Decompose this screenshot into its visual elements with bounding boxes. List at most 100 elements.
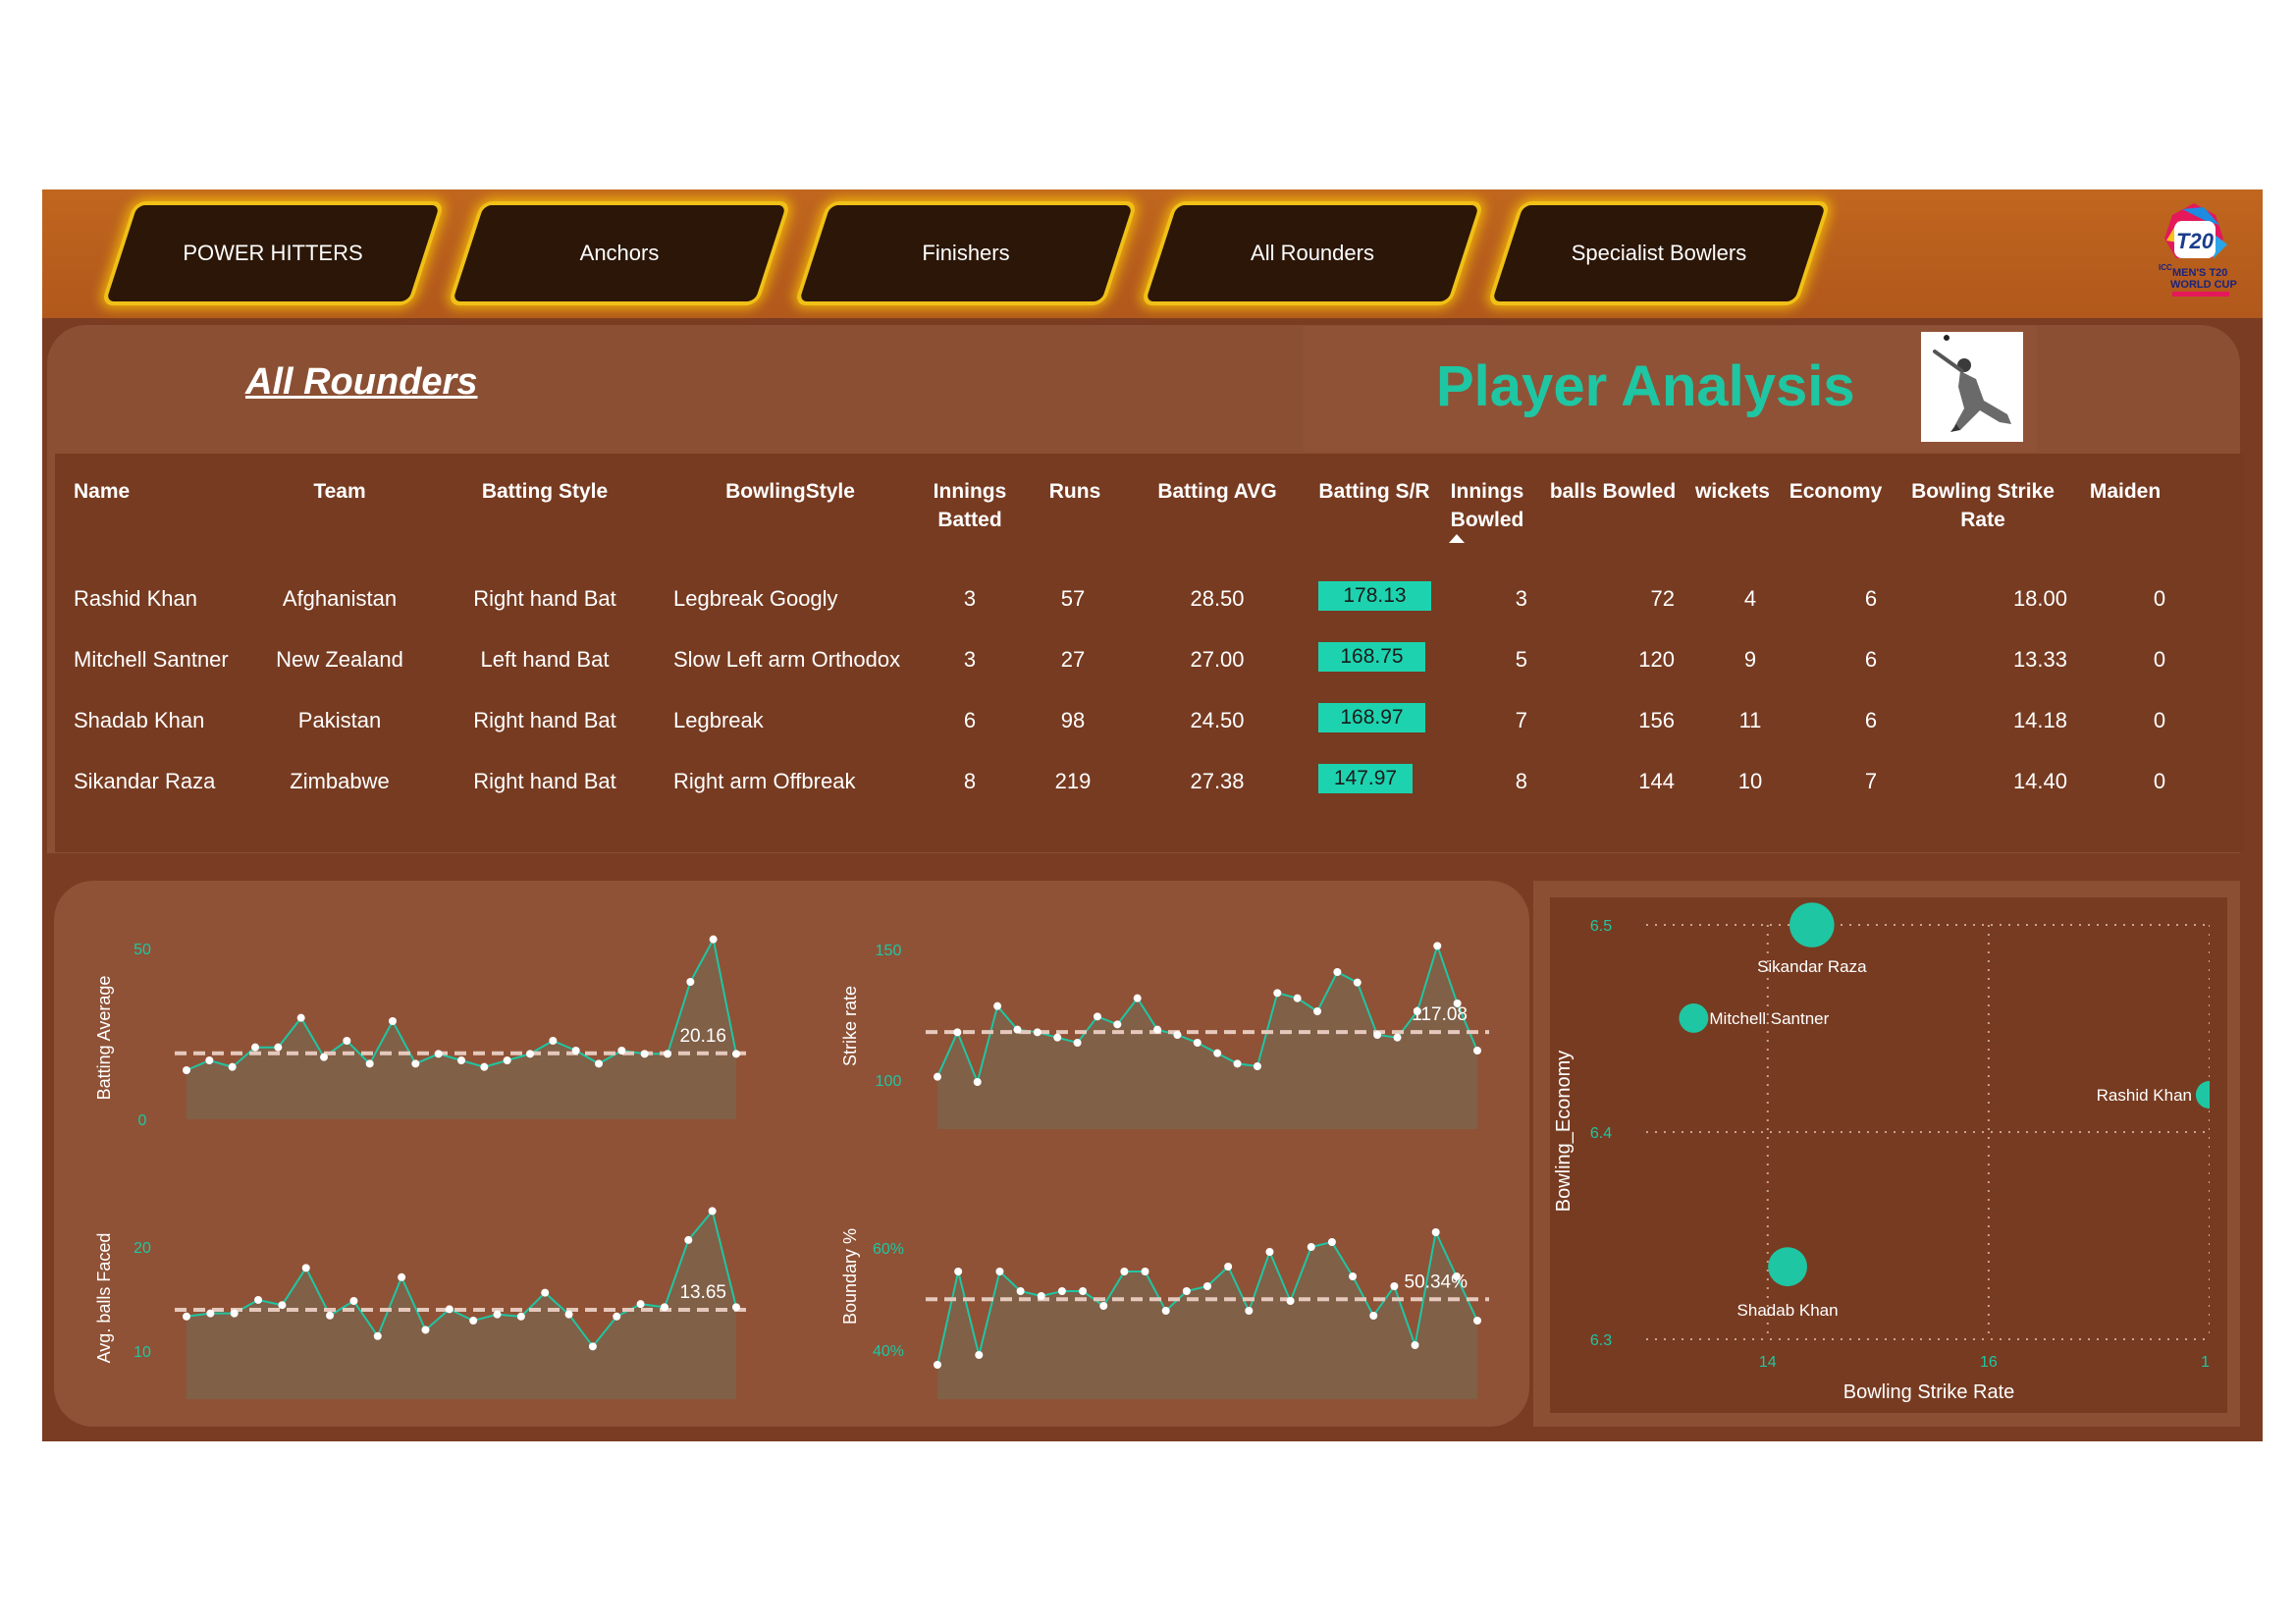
cell-runs: 219 xyxy=(1054,769,1092,793)
data-point xyxy=(1473,1317,1481,1325)
data-point xyxy=(934,1361,941,1369)
cell-batting-style: Right hand Bat xyxy=(473,586,616,611)
data-point xyxy=(1053,1033,1062,1042)
point-label: Mitchell Santner xyxy=(1709,1009,1829,1028)
data-point xyxy=(708,1207,717,1216)
col-header-name[interactable]: Name xyxy=(74,480,131,503)
series-line xyxy=(186,1209,737,1348)
cell-batting-avg: 24.50 xyxy=(1190,708,1245,732)
col-header-innings-batted[interactable]: Innings Batted xyxy=(921,477,1019,534)
cell-bowling-sr: 14.40 xyxy=(2012,769,2067,793)
data-point xyxy=(934,1072,941,1081)
col-header-bowling-sr[interactable]: Bowling Strike Rate xyxy=(1899,477,2066,534)
col-header-wickets[interactable]: wickets xyxy=(1695,480,1770,503)
cell-wickets: 10 xyxy=(1737,769,1763,793)
cell-maiden: 0 xyxy=(2153,769,2166,793)
player-table xyxy=(55,454,2244,852)
cell-innings-bowled: 5 xyxy=(1515,647,1527,672)
data-point xyxy=(1390,1282,1399,1290)
y-axis-label: Bowling_Economy xyxy=(1553,1051,1575,1213)
average-label: 13.65 xyxy=(679,1282,726,1303)
cell-runs: 98 xyxy=(1060,708,1086,732)
y-axis-label: Strike rate xyxy=(840,986,860,1066)
data-point xyxy=(205,1056,214,1064)
cell-economy: 6 xyxy=(1864,586,1878,611)
col-header-balls-bowled[interactable]: balls Bowled xyxy=(1549,480,1677,503)
cell-maiden: 0 xyxy=(2153,647,2166,672)
cell-innings-batted: 3 xyxy=(963,586,977,611)
data-point xyxy=(516,1312,525,1321)
scatter-bg xyxy=(1550,897,2227,1413)
y-tick-label: 20 xyxy=(133,1240,151,1257)
y-tick-label: 50 xyxy=(133,942,151,958)
header-line: Rate xyxy=(1960,509,2005,531)
cell-name: Sikandar Raza xyxy=(74,769,216,793)
data-point xyxy=(1373,1031,1382,1039)
col-header-batting-style[interactable]: Batting Style xyxy=(481,480,609,503)
col-header-innings-bowled[interactable]: Innings Bowled xyxy=(1443,477,1531,534)
cell-balls-bowled: 156 xyxy=(1638,708,1675,732)
y-tick-label: 6.5 xyxy=(1590,918,1612,935)
data-point xyxy=(975,1351,984,1359)
tab-anchors[interactable]: Anchors xyxy=(447,201,792,305)
col-header-runs[interactable]: Runs xyxy=(1048,480,1101,503)
header-line: Batted xyxy=(937,509,1002,531)
tab-power-hitters[interactable]: POWER HITTERS xyxy=(100,201,446,305)
col-header-batting-avg[interactable]: Batting AVG xyxy=(1157,480,1277,503)
data-point xyxy=(349,1297,358,1305)
data-point xyxy=(251,1043,259,1052)
logo-mark: T20 xyxy=(2176,229,2215,253)
data-point xyxy=(457,1056,465,1064)
cell-wickets: 4 xyxy=(1743,586,1757,611)
data-point xyxy=(636,1300,645,1309)
tab-all-rounders[interactable]: All Rounders xyxy=(1140,201,1485,305)
tab-finishers[interactable]: Finishers xyxy=(793,201,1139,305)
scatter-point xyxy=(1789,902,1835,947)
data-point xyxy=(254,1295,263,1304)
col-header-team[interactable]: Team xyxy=(313,480,366,503)
logo-badge xyxy=(2174,221,2216,258)
data-point xyxy=(183,1066,190,1074)
data-point xyxy=(1079,1287,1088,1295)
data-point xyxy=(595,1059,603,1068)
data-point xyxy=(1253,1062,1261,1070)
data-point xyxy=(709,935,718,944)
cell-innings-batted: 3 xyxy=(963,647,977,672)
balls-faced-chart: 13.65 20 10 Avg. balls Faced xyxy=(94,1207,748,1399)
data-point xyxy=(398,1272,406,1281)
scatter-point xyxy=(1679,1002,1709,1033)
data-point xyxy=(469,1317,478,1325)
data-point xyxy=(1233,1059,1242,1068)
header-line: Bowling Strike xyxy=(1911,480,2055,503)
data-point xyxy=(421,1326,430,1334)
data-point xyxy=(1353,978,1362,987)
sort-asc-icon[interactable] xyxy=(1449,534,1465,543)
tab-specialist-bowlers[interactable]: Specialist Bowlers xyxy=(1486,201,1832,305)
batsman-shoe xyxy=(1950,424,1960,432)
cell-economy: 6 xyxy=(1864,647,1878,672)
data-point xyxy=(411,1059,420,1068)
col-header-economy[interactable]: Economy xyxy=(1789,480,1883,503)
tab-label: POWER HITTERS xyxy=(183,241,363,265)
cell-wickets: 11 xyxy=(1738,708,1762,732)
data-point xyxy=(613,1312,621,1321)
cell-batting-avg: 28.50 xyxy=(1190,586,1245,611)
data-point xyxy=(973,1078,982,1086)
col-header-maiden[interactable]: Maiden xyxy=(2089,480,2162,503)
cell-name: Rashid Khan xyxy=(74,586,197,611)
cell-balls-bowled: 144 xyxy=(1638,769,1675,793)
data-point xyxy=(549,1037,558,1045)
average-label: 117.08 xyxy=(1412,1004,1468,1025)
data-point xyxy=(686,978,695,986)
data-point xyxy=(660,1303,668,1312)
y-tick-label: 150 xyxy=(876,943,902,959)
logo-stripe xyxy=(2172,292,2229,297)
col-header-bowling-style[interactable]: BowlingStyle xyxy=(725,480,855,503)
cell-bowling-sr: 18.00 xyxy=(2012,586,2067,611)
logo-text: MEN'S T20 xyxy=(2172,267,2227,279)
data-point xyxy=(954,1268,963,1275)
cell-maiden: 0 xyxy=(2153,708,2166,732)
cell-batting-avg: 27.00 xyxy=(1190,647,1245,672)
col-header-batting-sr[interactable]: Batting S/R xyxy=(1318,480,1430,503)
data-point xyxy=(326,1311,335,1320)
